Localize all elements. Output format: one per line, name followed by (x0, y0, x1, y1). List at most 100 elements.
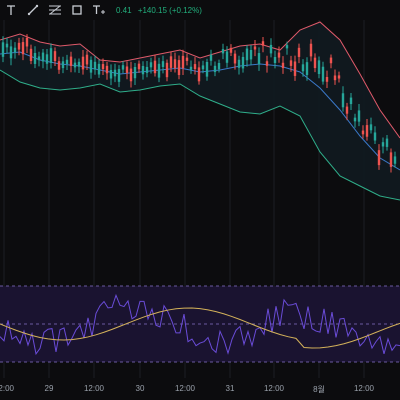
price-chart[interactable] (0, 0, 400, 378)
candle-body (357, 110, 361, 122)
candle-body (1, 42, 5, 57)
candle-body (285, 45, 289, 49)
candle-body (393, 156, 397, 164)
lower-band-line (0, 69, 400, 201)
candle-body (317, 60, 321, 74)
candle-body (253, 46, 257, 50)
candle-body (229, 47, 233, 53)
candle-body (121, 65, 125, 70)
candle-body (29, 48, 33, 61)
candle-body (113, 69, 117, 77)
signal-line (0, 307, 400, 349)
candle-body (61, 61, 65, 69)
candle-body (377, 150, 381, 166)
candle-body (205, 62, 209, 77)
candle-body (353, 117, 357, 122)
candle-body (373, 132, 377, 141)
candle-body (41, 52, 45, 62)
candle-body (337, 75, 341, 79)
candle-body (157, 63, 161, 78)
text-format-icon[interactable] (92, 3, 106, 17)
candle-body (345, 106, 349, 114)
candle-body (153, 60, 157, 74)
candle-body (137, 63, 141, 70)
candle-body (105, 65, 109, 74)
candle-body (141, 65, 145, 75)
candle-body (125, 66, 129, 73)
candle-body (281, 62, 285, 69)
candle-body (149, 62, 153, 68)
candle-body (333, 75, 337, 81)
candle-body (49, 48, 53, 63)
time-tick-label: 12:00 (263, 384, 285, 393)
candle-body (245, 48, 249, 61)
time-tick-label: 30 (135, 384, 145, 393)
time-tick-label: 31 (225, 384, 235, 393)
candle-body (293, 61, 297, 76)
candle-body (237, 59, 241, 68)
candle-body (261, 41, 265, 46)
candle-body (169, 56, 173, 68)
upper-band-line (0, 21, 400, 139)
candle-body (13, 47, 17, 53)
candle-body (109, 70, 113, 79)
candle-body (57, 61, 61, 70)
candle-body (301, 64, 305, 72)
candle-body (313, 57, 317, 69)
price-change: +140.15 (+0.12%) (137, 5, 202, 15)
candle-body (257, 53, 261, 65)
candle-body (249, 50, 253, 60)
candle-body (213, 65, 217, 73)
candle-body (97, 63, 101, 75)
candle-body (329, 57, 333, 64)
candle-body (289, 60, 293, 66)
time-tick-label: 12:00 (353, 384, 375, 393)
candle-body (273, 57, 277, 63)
candle-body (369, 124, 373, 131)
candle-body (117, 69, 121, 82)
candle-body (53, 51, 57, 62)
price-value: 0.41 (116, 5, 132, 15)
candle-body (25, 37, 29, 47)
candle-body (85, 54, 89, 65)
time-tick-label: 12:00 (174, 384, 196, 393)
candle-body (365, 125, 369, 137)
candle-body (201, 65, 205, 70)
time-tick-label: 8월 (313, 385, 325, 394)
candle-body (349, 97, 353, 105)
fib-retracement-icon[interactable] (48, 3, 62, 17)
candle-body (265, 61, 269, 66)
candle-body (197, 67, 201, 82)
price-readout: 0.41 +140.15 (+0.12%) (116, 6, 206, 15)
candle-body (77, 61, 81, 67)
candle-body (37, 56, 41, 61)
candle-body (389, 152, 393, 167)
candle-body (129, 68, 133, 82)
candle-body (145, 66, 149, 73)
candle-body (385, 138, 389, 147)
candle-body (269, 44, 273, 54)
drawing-toolbar: 0.41 +140.15 (+0.12%) (0, 0, 400, 20)
rectangle-icon[interactable] (70, 3, 84, 17)
candle-body (45, 54, 49, 64)
candle-body (305, 62, 309, 76)
candle-body (325, 77, 329, 82)
trendline-icon[interactable] (26, 3, 40, 17)
candle-body (321, 66, 325, 82)
time-tick-label: 12:00 (83, 384, 105, 393)
candle-body (277, 52, 281, 58)
candle-body (221, 49, 225, 54)
text-icon[interactable] (4, 3, 18, 17)
candle-body (233, 53, 237, 64)
candle-body (17, 42, 21, 50)
candle-body (309, 43, 313, 57)
candle-body (189, 66, 193, 70)
candle-body (73, 62, 77, 68)
candle-body (65, 59, 69, 64)
candle-body (81, 56, 85, 70)
candle-body (225, 51, 229, 63)
candle-body (177, 60, 181, 76)
candle-body (241, 56, 245, 69)
candle-body (361, 130, 365, 135)
candle-body (185, 57, 189, 61)
